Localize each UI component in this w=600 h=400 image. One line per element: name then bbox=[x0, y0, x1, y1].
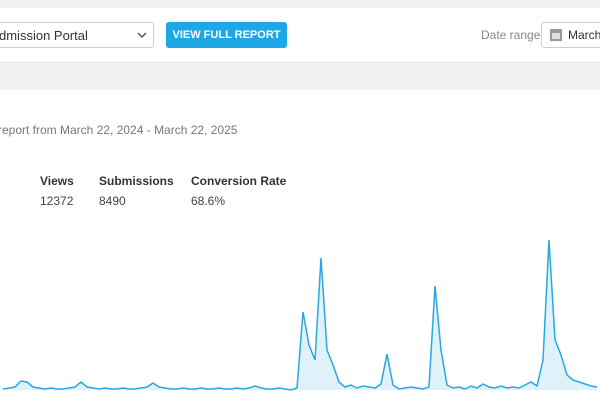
stat-label: Conversion Rate bbox=[191, 174, 287, 188]
date-value: March bbox=[568, 28, 600, 42]
stat-label: Views bbox=[40, 174, 74, 188]
stat-value: 8490 bbox=[99, 194, 126, 208]
chevron bbox=[137, 32, 147, 39]
area-fill bbox=[3, 240, 597, 390]
area-line bbox=[2, 239, 598, 391]
stat-value: 12372 bbox=[40, 194, 74, 208]
stat-label: Submissions bbox=[99, 174, 174, 188]
date-range-label: Date range bbox=[481, 28, 541, 42]
stat-value: 68.6% bbox=[191, 194, 226, 208]
form-select[interactable]: dmission Portal bbox=[0, 22, 154, 48]
report-heading: report from March 22, 2024 - March 22, 2… bbox=[0, 123, 238, 137]
date-input[interactable]: March bbox=[541, 22, 600, 48]
calendar-icon bbox=[550, 29, 562, 41]
select-text: dmission Portal bbox=[0, 28, 88, 43]
view-report-button[interactable]: VIEW FULL REPORT bbox=[166, 22, 287, 48]
toolbar: dmission Portal VIEW FULL REPORT Date ra… bbox=[0, 8, 600, 63]
